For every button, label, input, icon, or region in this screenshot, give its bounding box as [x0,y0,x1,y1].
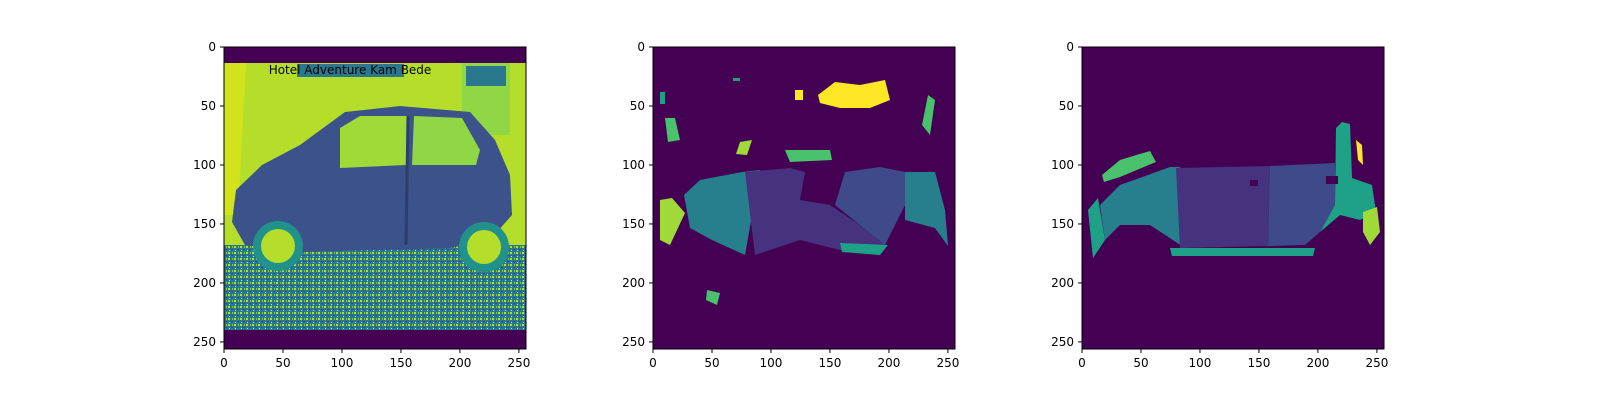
x-tick-label: 100 [1189,356,1212,370]
y-tick-label: 150 [622,217,645,231]
segment-green [665,118,680,142]
y-tick-label: 0 [208,40,216,54]
x-tick-label: 250 [1365,356,1388,370]
y-tick-label: 0 [1066,40,1074,54]
y-tick-label: 150 [193,217,216,231]
axes-frame [652,46,956,350]
photo-sign [297,64,404,77]
y-tick-label: 200 [622,276,645,290]
x-tick-label: 200 [877,356,900,370]
y-tick-label: 200 [193,276,216,290]
y-tick-label: 250 [1051,335,1074,349]
y-tick-label: 50 [630,99,645,113]
photo-window [466,66,506,86]
y-tick-label: 100 [193,158,216,172]
segment-yellow [818,80,890,108]
y-tick-label: 200 [1051,276,1074,290]
segment-dark-purple [745,168,885,255]
x-tick-label: 50 [275,356,290,370]
segment-indigo [1268,163,1335,246]
x-tick-label: 200 [448,356,471,370]
x-tick-label: 100 [331,356,354,370]
tick-layer: 0 50 100 150 200 250 0 50 100 150 200 250 0 50 100 150 2… [193,40,1388,370]
photo-sign-text: Hotel Adventure Kam Bede [269,63,432,77]
y-tick-label: 250 [622,335,645,349]
x-tick-label: 250 [936,356,959,370]
axes-frame [223,46,527,350]
photo-wall-left [224,63,246,215]
axes-frame [1081,46,1385,350]
y-tick-label: 150 [1051,217,1074,231]
y-tick-label: 250 [193,335,216,349]
segment-dark-purple [1176,166,1270,248]
x-tick-label: 150 [819,356,842,370]
x-tick-label: 50 [1133,356,1148,370]
x-tick-label: 0 [649,356,657,370]
segment-green-teal [1088,198,1105,258]
y-tick-label: 50 [201,99,216,113]
segment-indigo [835,167,905,245]
y-tick-label: 50 [1059,99,1074,113]
panel-ground-truth-mask [1081,46,1385,350]
segment-lime [1363,207,1380,245]
segment-lime [660,198,685,245]
panel-input-image: Hotel Adventure Kam Bede [223,46,527,350]
segment-green [1102,151,1156,182]
x-tick-label: 0 [220,356,228,370]
x-tick-label: 150 [1248,356,1271,370]
y-tick-label: 100 [622,158,645,172]
segment-teal [684,170,760,255]
segment-teal [1100,167,1185,248]
x-tick-label: 50 [704,356,719,370]
x-tick-label: 250 [507,356,530,370]
photo-image: Hotel Adventure Kam Bede [224,47,526,349]
photo-car-window-rear [412,116,480,165]
ground-truth-mask-image [1082,47,1384,349]
photo-car-window-front [340,116,408,168]
segment-yellow [1356,140,1363,165]
x-tick-label: 0 [1078,356,1086,370]
x-tick-label: 200 [1306,356,1329,370]
predicted-mask-image [653,47,955,349]
x-tick-label: 100 [760,356,783,370]
y-tick-label: 100 [1051,158,1074,172]
panel-predicted-mask [652,46,956,350]
x-tick-label: 150 [390,356,413,370]
y-tick-label: 0 [637,40,645,54]
